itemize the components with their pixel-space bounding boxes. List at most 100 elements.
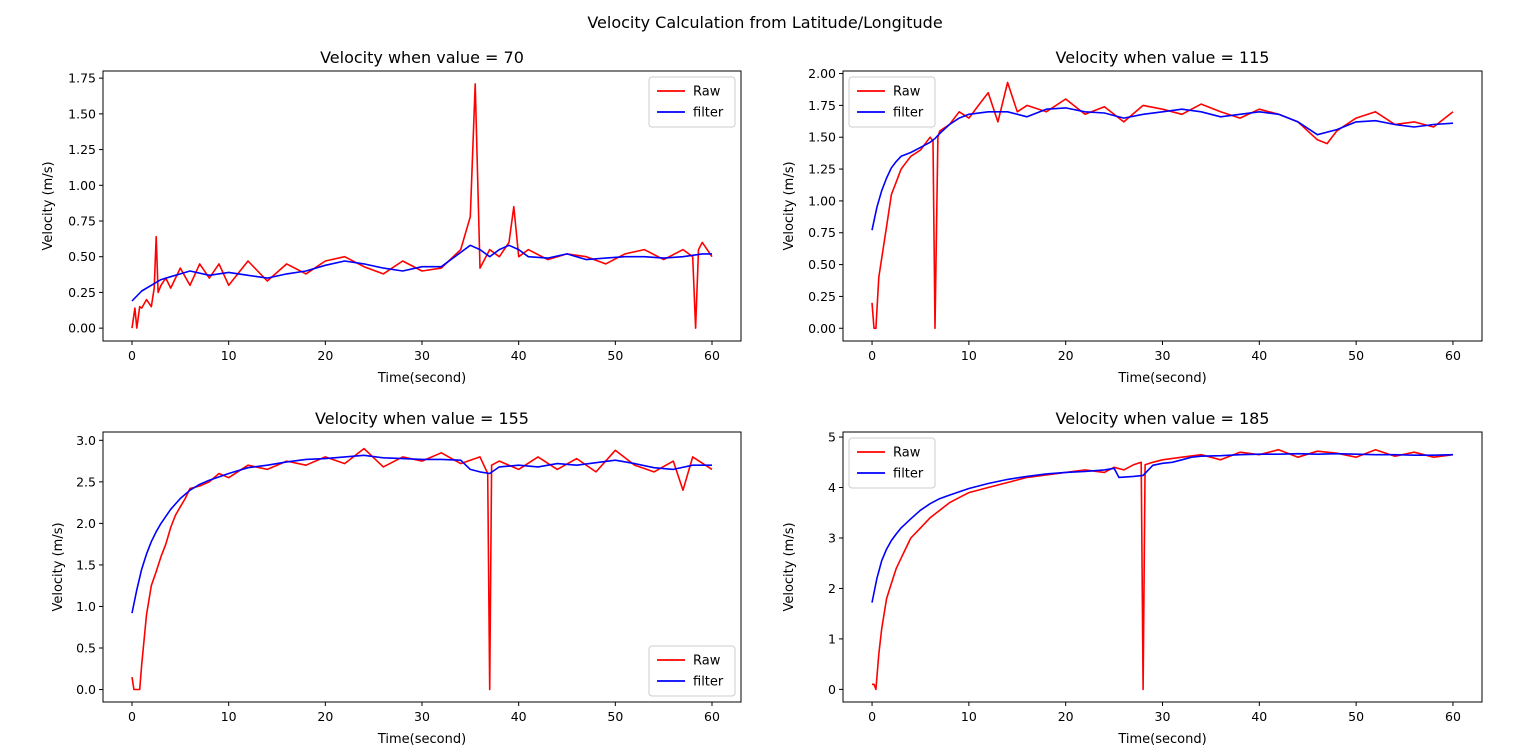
plot-lines [131,83,713,329]
y-axis-label: Velocity (m/s) [51,522,66,611]
y-tick-label: 1.25 [808,162,836,177]
y-tick-label: 0 [828,682,836,697]
subplot-title: Velocity when value = 155 [315,409,529,428]
x-tick-label: 0 [128,348,136,363]
x-axis-label: Time(second) [377,371,466,386]
y-tick-label: 0.00 [808,321,836,336]
y-tick-label: 0.25 [68,285,96,300]
x-tick-label: 10 [961,709,977,724]
y-tick-label: 2.00 [808,66,836,81]
x-tick-label: 50 [607,348,623,363]
x-tick-label: 10 [221,709,237,724]
x-tick-label: 40 [511,348,527,363]
x-tick-label: 0 [868,348,876,363]
series-line-raw [131,447,713,691]
y-tick-label: 1.00 [808,193,836,208]
subplot-3: 0 10 20 30 40 50 60 0.0 0.5 1.0 1.5 2.0 2.5 3.0 Veloci… [51,409,742,747]
x-tick-label: 20 [1058,348,1074,363]
y-tick-label: 0.50 [68,249,96,264]
x-tick-label: 0 [128,709,136,724]
legend: Raw filter [648,76,736,128]
y-axis-label: Velocity (m/s) [782,161,797,250]
x-tick-label: 10 [961,348,977,363]
legend-box [648,76,736,128]
series-line-filter [131,244,712,302]
y-tick-label: 1.50 [68,106,96,121]
y-tick-label: 2.5 [76,474,96,489]
x-tick-label: 30 [1155,348,1171,363]
x-tick-label: 30 [1155,709,1171,724]
legend-label-raw: Raw [893,85,921,100]
x-tick-label: 60 [1445,348,1461,363]
x-tick-label: 50 [1348,348,1364,363]
x-tick-label: 60 [704,709,720,724]
y-tick-label: 1.00 [68,178,96,193]
legend-box [848,437,936,489]
figure-title: Velocity Calculation from Latitude/Longi… [587,13,942,32]
y-tick-label: 1.75 [808,98,836,113]
x-tick-label: 40 [511,709,527,724]
x-tick-label: 0 [868,709,876,724]
legend-label-filter: filter [893,467,924,482]
y-tick-label: 0.5 [76,641,96,656]
legend: Raw filter [648,645,736,697]
y-tick-label: 1.50 [808,130,836,145]
x-axis-label: Time(second) [377,732,466,747]
subplot-grid: 0 10 20 30 40 50 600.000.250.500.751.001.251.5… [41,48,1483,747]
legend-label-filter: filter [693,675,724,690]
legend-label-raw: Raw [693,654,721,669]
x-tick-label: 30 [414,348,430,363]
x-tick-label: 50 [607,709,623,724]
legend-label-raw: Raw [693,85,721,100]
x-tick-label: 60 [1445,709,1461,724]
y-tick-label: 5 [828,430,836,445]
y-tick-label: 4 [828,480,836,495]
legend-label-filter: filter [893,106,924,121]
legend-box [848,76,936,128]
legend-label-raw: Raw [893,446,921,461]
legend-label-filter: filter [693,106,724,121]
x-tick-label: 50 [1348,709,1364,724]
series-line-raw [131,83,713,329]
x-tick-label: 40 [1251,348,1267,363]
subplot-title: Velocity when value = 115 [1056,48,1270,67]
y-tick-label: 2.0 [76,516,96,531]
plot-lines [871,448,1454,691]
y-tick-label: 0.00 [68,321,96,336]
subplot-title: Velocity when value = 70 [320,48,524,67]
y-tick-label: 0.50 [808,257,836,272]
y-tick-label: 1.75 [68,71,96,86]
x-tick-label: 20 [317,348,333,363]
x-tick-label: 40 [1251,709,1267,724]
x-tick-label: 60 [704,348,720,363]
x-tick-label: 20 [317,709,333,724]
y-tick-label: 1 [828,631,836,646]
series-line-filter [871,452,1454,603]
x-axis-label: Time(second) [1117,371,1206,386]
subplot-title: Velocity when value = 185 [1056,409,1270,428]
y-axis-label: Velocity (m/s) [41,161,56,250]
series-line-raw [872,448,1454,691]
y-tick-label: 0.0 [76,682,96,697]
series-line-filter [131,454,712,614]
y-tick-label: 3.0 [76,433,96,448]
plot-lines [871,81,1454,330]
legend: Raw filter [848,76,936,128]
subplot-2: 0 10 20 30 40 50 60 0.00 0.25 0.50 0.75 1.00 1.25 1.5… [782,48,1483,386]
y-tick-label: 2 [828,581,836,596]
y-tick-label: 1.0 [76,599,96,614]
legend-box [648,645,736,697]
x-tick-label: 30 [414,709,430,724]
plot-lines [131,447,713,691]
y-tick-label: 3 [828,530,836,545]
series-line-filter [871,107,1454,231]
x-tick-label: 20 [1058,709,1074,724]
x-axis-label: Time(second) [1117,732,1206,747]
y-tick-label: 0.75 [808,225,836,240]
y-axis-label: Velocity (m/s) [782,522,797,611]
y-tick-label: 1.25 [68,142,96,157]
subplot-4: 0 10 20 30 40 50 60 0 1 2 3 4 5 Velocity when value =… [782,409,1483,747]
y-tick-label: 0.75 [68,214,96,229]
